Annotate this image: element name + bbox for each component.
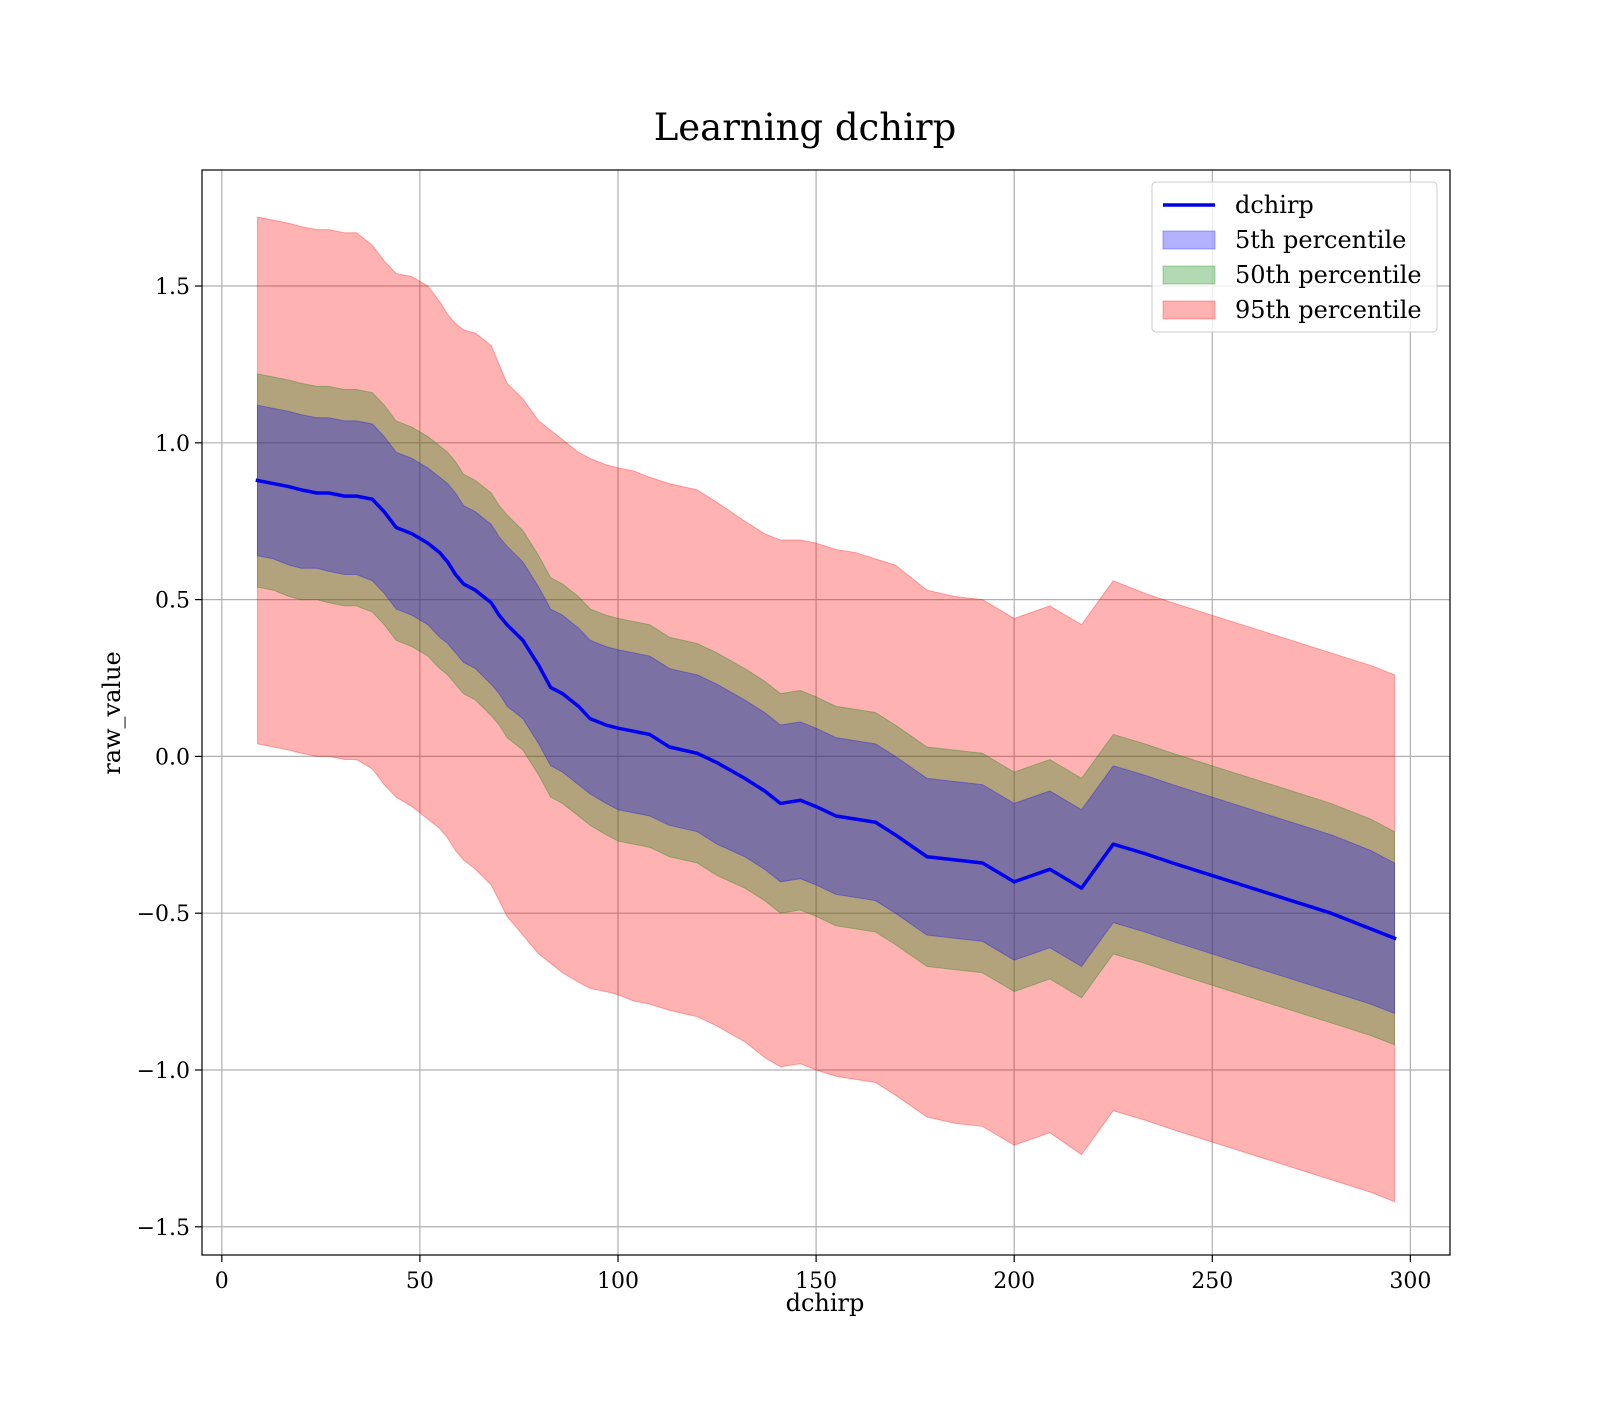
x-tick-label-6: 300 <box>1389 1269 1431 1294</box>
chart-title: Learning dchirp <box>654 106 957 149</box>
plot-area-frame <box>201 169 1451 1256</box>
series-line-dchirp <box>255 478 1397 941</box>
x-tick-label-3: 150 <box>795 1269 837 1294</box>
x-tick-label-1: 50 <box>406 1269 434 1294</box>
y-tick-label-6: 1.5 <box>155 275 190 300</box>
legend-swatch-95th-percentile <box>1162 300 1216 320</box>
legend-swatch-5th-percentile <box>1162 230 1216 250</box>
x-axis-ticks: 0 50 100 150 200 250 300 <box>215 1255 1431 1294</box>
x-tick-label-5: 250 <box>1191 1269 1233 1294</box>
legend-label-50th-percentile: 50th percentile <box>1235 261 1422 289</box>
y-tick-label-4: 0.5 <box>155 589 190 614</box>
data-lines <box>255 478 1397 941</box>
band-5th-percentile <box>256 404 1396 1015</box>
band-50th-percentile <box>256 373 1396 1046</box>
grid-lines <box>202 170 1450 1255</box>
legend-label-5th-percentile: 5th percentile <box>1235 226 1406 254</box>
y-tick-label-0: −1.5 <box>137 1216 190 1241</box>
legend-item-dchirp: dchirp <box>1163 191 1314 219</box>
x-tick-label-4: 200 <box>993 1269 1035 1294</box>
band-95th-percentile <box>256 216 1396 1203</box>
x-axis-label: dchirp <box>786 1289 865 1317</box>
legend-swatch-50th-percentile <box>1162 265 1216 285</box>
x-tick-label-2: 100 <box>597 1269 639 1294</box>
y-axis-ticks: −1.5 −1.0 −0.5 0.0 0.5 1.0 1.5 <box>137 275 202 1241</box>
legend-items: dchirp 5th percentile 50th percentile 95th … <box>1162 191 1422 324</box>
legend-item-95th-percentile: 95th percentile <box>1162 296 1422 324</box>
legend-item-5th-percentile: 5th percentile <box>1162 226 1406 254</box>
legend-frame <box>1151 181 1438 333</box>
y-tick-label-1: −1.0 <box>137 1059 190 1084</box>
y-tick-label-5: 1.0 <box>155 432 190 457</box>
percentile-bands <box>256 216 1396 1203</box>
legend: dchirp 5th percentile 50th percentile 95th … <box>1151 181 1438 333</box>
y-tick-label-3: 0.0 <box>155 745 190 770</box>
x-tick-label-0: 0 <box>215 1269 229 1294</box>
y-tick-label-2: −0.5 <box>137 902 190 927</box>
legend-label-95th-percentile: 95th percentile <box>1235 296 1422 324</box>
legend-item-50th-percentile: 50th percentile <box>1162 261 1422 289</box>
legend-label-dchirp: dchirp <box>1235 191 1314 219</box>
y-axis-label: raw_value <box>98 651 126 775</box>
